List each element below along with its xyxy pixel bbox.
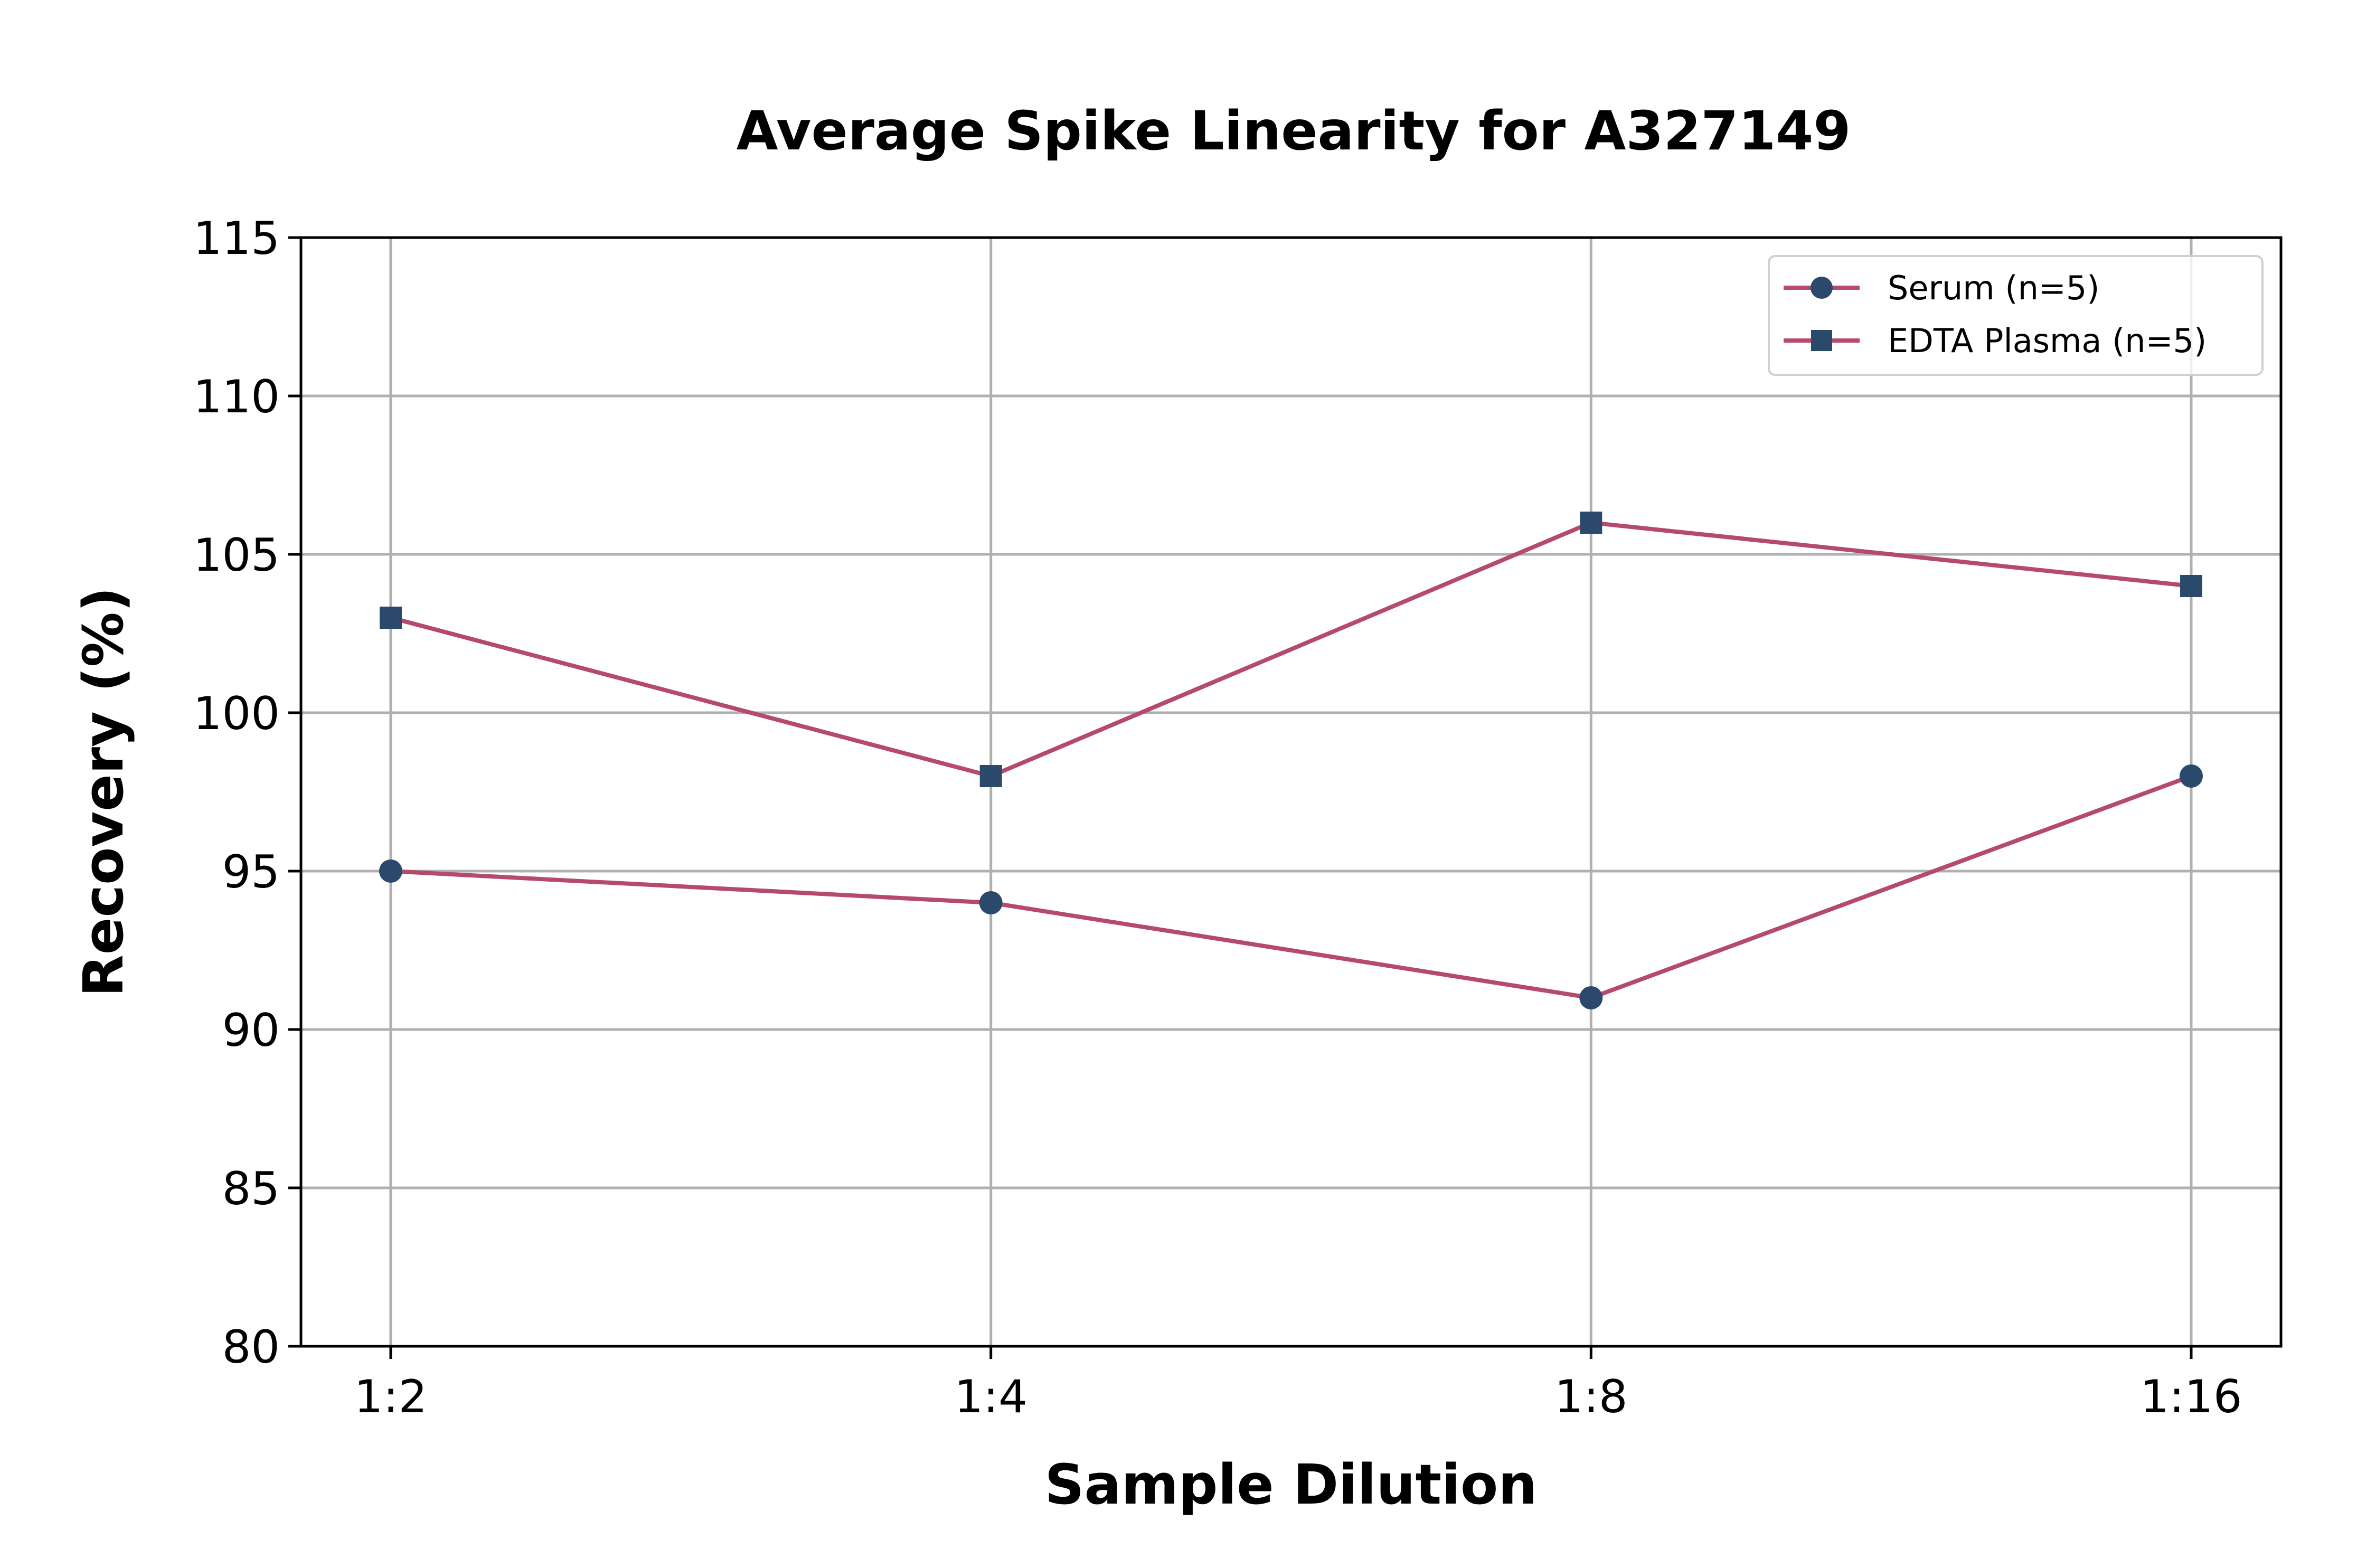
grid-layer <box>301 236 2281 1348</box>
x-axis-label: Sample Dilution <box>1045 1452 1538 1517</box>
y-tick-label: 100 <box>193 687 280 740</box>
y-tick-label: 85 <box>222 1163 280 1215</box>
legend-marker <box>1811 277 1833 299</box>
data-point <box>979 891 1003 914</box>
y-tick-label: 80 <box>222 1321 280 1374</box>
x-tick-label: 1:16 <box>2140 1371 2242 1423</box>
series-line <box>390 774 2192 1000</box>
series-1 <box>379 764 2203 1009</box>
legend-marker <box>1811 330 1832 351</box>
x-tick-label: 1:4 <box>954 1371 1027 1423</box>
data-point <box>2180 575 2202 597</box>
y-tick-label: 90 <box>222 1004 280 1057</box>
data-point <box>1580 512 1602 534</box>
y-tick-label: 115 <box>193 212 280 265</box>
legend-box <box>1768 255 2264 376</box>
legend-entry: Serum (n=5) <box>1784 269 2099 307</box>
plot-frame <box>299 236 2283 1348</box>
ticks-layer: 80 85 90 95 100 105 110 115 1:2 1:4 1:8 1:16 <box>193 212 2242 1423</box>
data-point <box>379 859 402 883</box>
series-2 <box>380 512 2202 787</box>
data-point <box>2180 764 2203 788</box>
chart-title: Average Spike Linearity for A327149 <box>737 100 1851 163</box>
legend-label: EDTA Plasma (n=5) <box>1888 322 2207 360</box>
y-tick-label: 105 <box>193 529 280 582</box>
legend: Serum (n=5) EDTA Plasma (n=5) <box>1768 255 2264 376</box>
data-point <box>979 765 1002 787</box>
legend-entry: EDTA Plasma (n=5) <box>1784 322 2207 360</box>
y-axis-label: Recovery (%) <box>71 587 136 997</box>
legend-label: Serum (n=5) <box>1888 269 2099 307</box>
x-tick-label: 1:8 <box>1554 1371 1627 1423</box>
data-point <box>1579 986 1603 1009</box>
data-point <box>380 607 402 629</box>
x-tick-label: 1:2 <box>354 1371 427 1423</box>
y-tick-label: 95 <box>222 846 280 899</box>
series-layer <box>379 512 2203 1009</box>
series-line <box>390 521 2192 778</box>
y-tick-label: 110 <box>193 371 280 423</box>
